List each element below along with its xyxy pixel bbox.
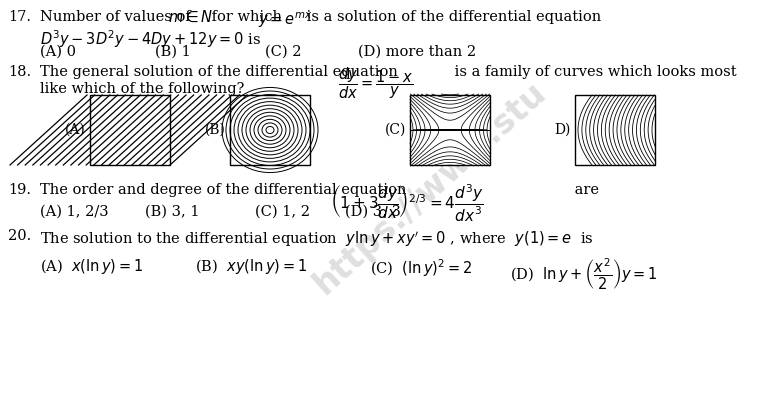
- Text: 20.: 20.: [8, 229, 31, 243]
- Text: for which: for which: [207, 10, 287, 24]
- Text: $\dfrac{dy}{dx} = \dfrac{1-x}{y}$: $\dfrac{dy}{dx} = \dfrac{1-x}{y}$: [338, 65, 414, 101]
- Text: https://www.stu: https://www.stu: [307, 75, 553, 301]
- Text: 17.: 17.: [8, 10, 31, 24]
- Text: (C): (C): [385, 123, 406, 137]
- Text: 18.: 18.: [8, 65, 31, 79]
- Text: (B): (B): [205, 123, 226, 137]
- Text: (D)  $\ln y + \left(\dfrac{x^2}{2}\right)y = 1$: (D) $\ln y + \left(\dfrac{x^2}{2}\right)…: [510, 257, 658, 292]
- Text: (A)  $x(\ln y) = 1$: (A) $x(\ln y) = 1$: [40, 257, 143, 276]
- Text: The order and degree of the differential equation: The order and degree of the differential…: [40, 183, 411, 197]
- Text: (B) 3, 1: (B) 3, 1: [145, 205, 199, 219]
- Bar: [230, 95, 310, 165]
- Text: $m \in N$: $m \in N$: [168, 10, 213, 25]
- Text: is a solution of the differential equation: is a solution of the differential equati…: [302, 10, 601, 24]
- Text: (C) 1, 2: (C) 1, 2: [255, 205, 310, 219]
- Text: The solution to the differential equation  $y\ln y + xy^{\prime} = 0$ , where  $: The solution to the differential equatio…: [40, 229, 593, 249]
- Text: are: are: [570, 183, 599, 197]
- Text: (A) 0: (A) 0: [40, 45, 76, 59]
- Text: (A): (A): [65, 123, 86, 137]
- Text: (B) 1: (B) 1: [155, 45, 191, 59]
- Text: (A) 1, 2/3: (A) 1, 2/3: [40, 205, 109, 219]
- Text: (C)  $(\ln y)^2 = 2$: (C) $(\ln y)^2 = 2$: [370, 257, 473, 279]
- Text: $\left(1+3\dfrac{dy}{dx}\right)^{2/3} = 4\dfrac{d^3y}{dx^3}$: $\left(1+3\dfrac{dy}{dx}\right)^{2/3} = …: [330, 183, 484, 224]
- Text: (D) 3, 3: (D) 3, 3: [345, 205, 401, 219]
- Text: 19.: 19.: [8, 183, 31, 197]
- Text: like which of the following?: like which of the following?: [40, 82, 245, 96]
- Text: (C) 2: (C) 2: [265, 45, 302, 59]
- Bar: [410, 95, 490, 165]
- Text: (D) more than 2: (D) more than 2: [358, 45, 476, 59]
- Text: is a family of curves which looks most: is a family of curves which looks most: [450, 65, 737, 79]
- Text: $D^3y - 3D^2y - 4Dy + 12y = 0$ is: $D^3y - 3D^2y - 4Dy + 12y = 0$ is: [40, 28, 261, 50]
- Bar: [90, 95, 170, 165]
- Text: The general solution of the differential equation: The general solution of the differential…: [40, 65, 402, 79]
- Text: Number of values of: Number of values of: [40, 10, 195, 24]
- Text: $y = e^{mx}$: $y = e^{mx}$: [258, 10, 313, 30]
- Text: (B)  $xy(\ln y) = 1$: (B) $xy(\ln y) = 1$: [195, 257, 307, 276]
- Text: D): D): [554, 123, 571, 137]
- Bar: [575, 95, 655, 165]
